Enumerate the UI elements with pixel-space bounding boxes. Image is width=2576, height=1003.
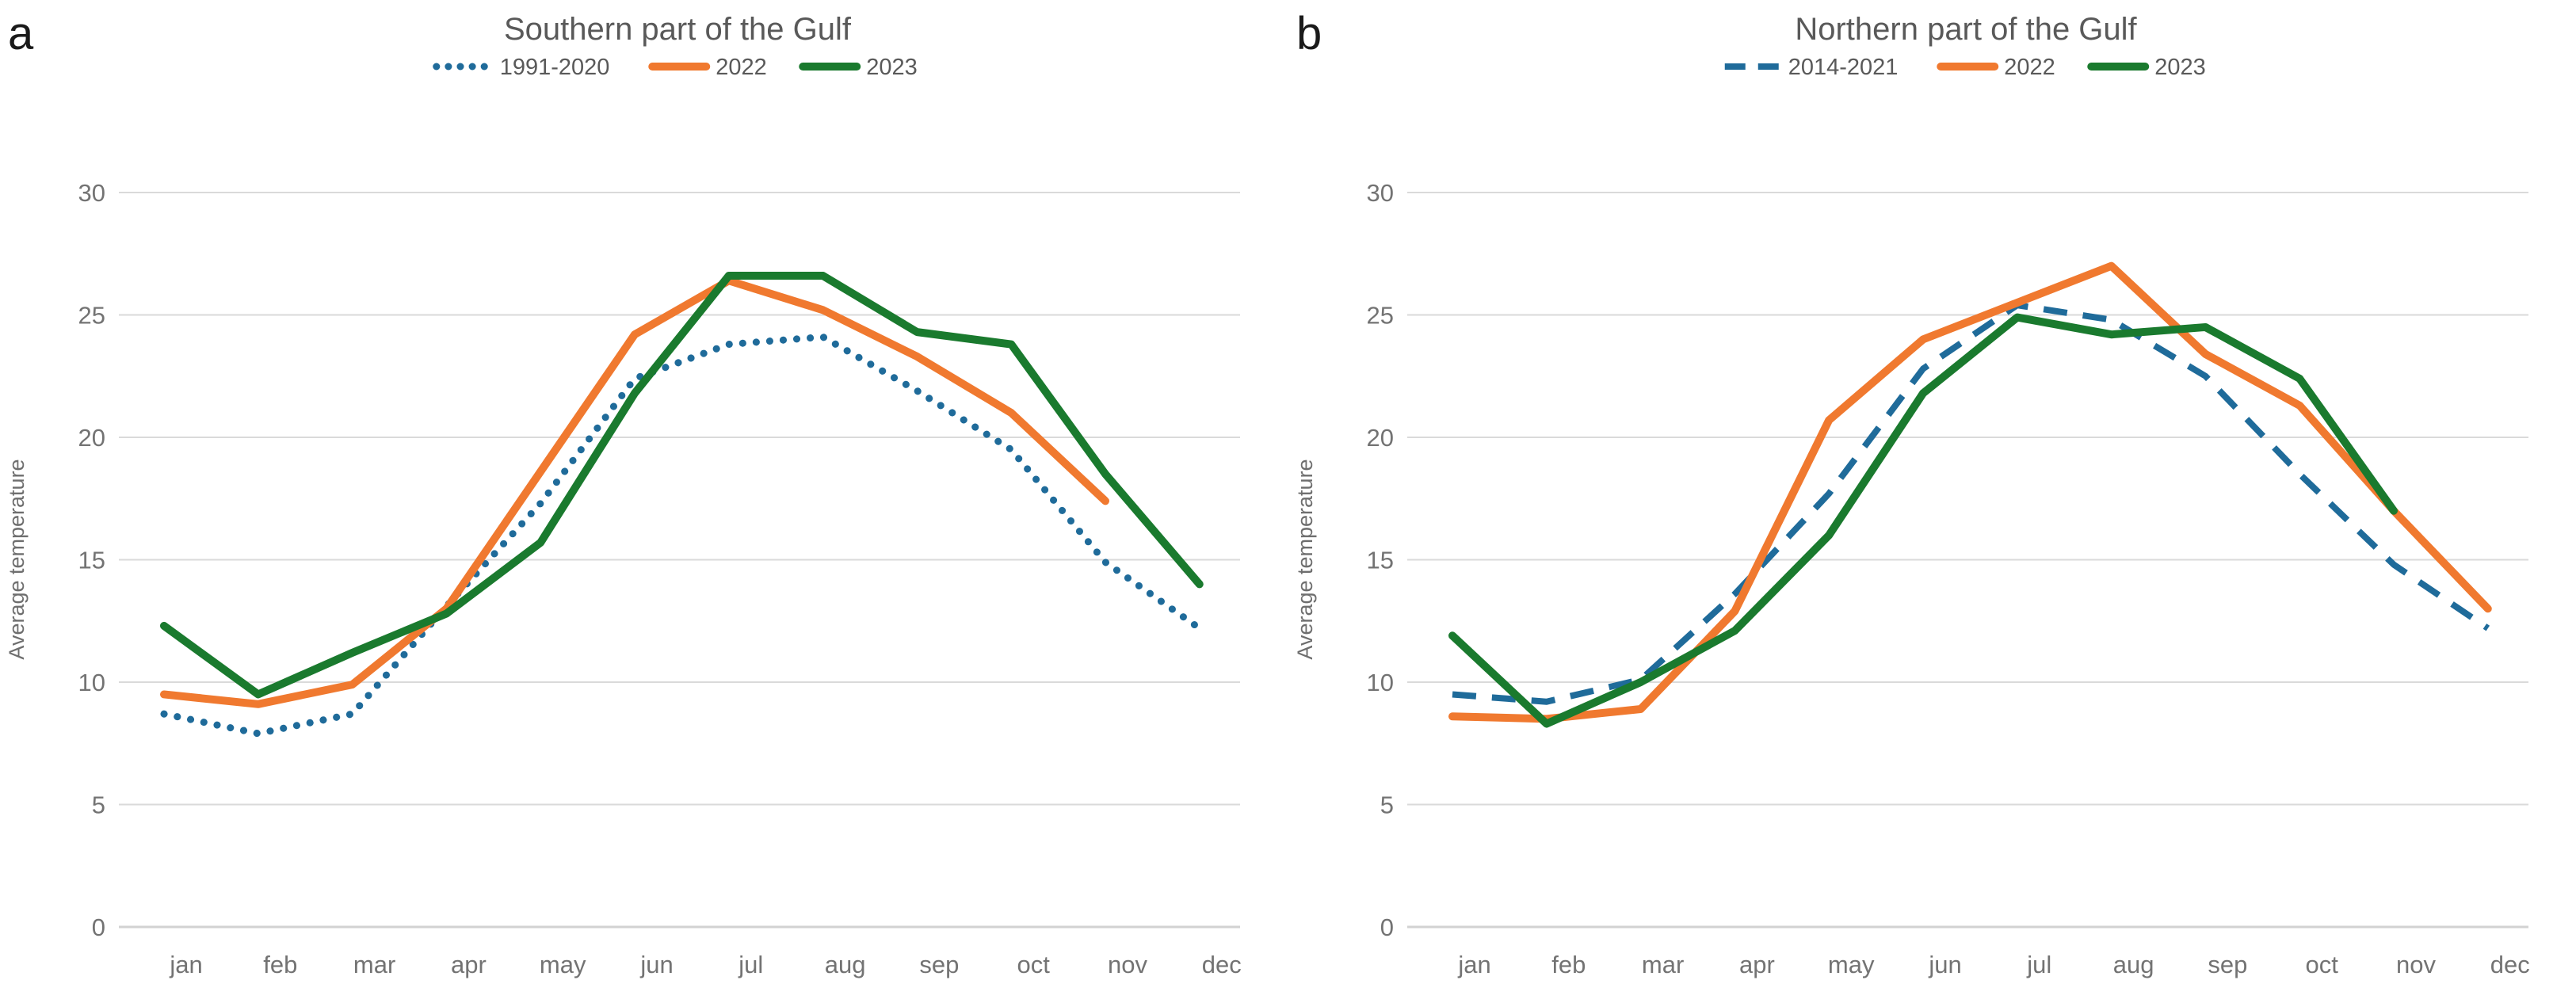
panel-b: b Northern part of the Gulf Average temp… [1288,0,2576,1003]
x-tick-apr: apr [451,951,487,978]
legend-label-2023: 2023 [2154,55,2206,80]
legend-item-2014-2021: 2014-2021 [1724,55,1899,80]
x-tick-aug: aug [2113,951,2154,978]
legend-item-2022: 2022 [1937,55,2055,80]
y-tick-15: 15 [1367,547,1394,574]
chart-a-title: Southern part of the Gulf [504,12,852,47]
chart-b-title: Northern part of the Gulf [1795,12,2137,47]
y-tick-10: 10 [1367,669,1394,696]
y-tick-5: 5 [1380,791,1394,819]
x-tick-sep: sep [919,951,959,978]
x-tick-jun: jun [1928,951,1961,978]
chart-a-y-axis-title: Average temperature [5,459,29,659]
y-tick-20: 20 [1367,424,1394,452]
y-tick-0: 0 [1380,913,1394,941]
chart-b-plot-area: 0 5 10 15 20 25 30 jan feb mar apr may jun jul aug sep o… [1367,179,2530,978]
x-tick-may: may [1828,951,1875,978]
x-tick-oct: oct [1017,951,1051,978]
legend-label-2022: 2022 [2004,55,2055,80]
x-tick-sep: sep [2208,951,2247,978]
x-tick-mar: mar [1642,951,1684,978]
legend-item-1991-2020: 1991-2020 [433,55,610,80]
x-tick-nov: nov [1108,951,1147,978]
panel-a-label: a [8,8,34,59]
x-tick-apr: apr [1739,951,1775,978]
y-tick-20: 20 [78,424,105,452]
y-tick-25: 25 [1367,302,1394,330]
x-tick-feb: feb [263,951,297,978]
x-tick-aug: aug [825,951,866,978]
y-tick-15: 15 [78,547,105,574]
x-tick-dec: dec [2490,951,2530,978]
legend-label-2023: 2023 [866,55,918,80]
series-line-2023 [160,272,1204,699]
x-tick-jan: jan [1457,951,1490,978]
x-tick-oct: oct [2306,951,2339,978]
legend-label-2014-2021: 2014-2021 [1788,55,1899,80]
x-tick-mar: mar [353,951,395,978]
panel-b-label: b [1296,8,1322,59]
x-tick-jul: jul [2026,951,2051,978]
legend-label-1991-2020: 1991-2020 [500,55,610,80]
x-tick-may: may [540,951,586,978]
series-line-2023 [1448,313,2398,728]
x-tick-jan: jan [169,951,202,978]
legend-item-2023: 2023 [2087,55,2206,80]
series-line-2022 [1448,261,2492,723]
x-tick-feb: feb [1551,951,1586,978]
chart-a-legend: 1991-2020 2022 2023 [433,55,918,80]
x-tick-jul: jul [738,951,763,978]
y-tick-5: 5 [92,791,105,819]
chart-a-plot-area: 0 5 10 15 20 25 30 jan feb mar apr may jun jul aug sep o… [78,179,1242,978]
x-tick-dec: dec [1202,951,1242,978]
y-tick-10: 10 [78,669,105,696]
chart-b-canvas: b Northern part of the Gulf Average temp… [1293,8,2530,978]
chart-b-legend: 2014-2021 2022 2023 [1724,55,2206,80]
chart-b-y-axis-title: Average temperature [1293,459,1317,659]
legend-item-2023: 2023 [799,55,918,80]
series-line-2014-2021 [1452,302,2490,705]
chart-a-canvas: a Southern part of the Gulf Average temp… [5,8,1242,978]
y-tick-25: 25 [78,302,105,330]
legend-label-2022: 2022 [716,55,767,80]
y-tick-0: 0 [92,913,105,941]
y-tick-30: 30 [78,179,105,207]
y-tick-30: 30 [1367,179,1394,207]
series-line-1991-2020 [160,333,1204,738]
panel-a: a Southern part of the Gulf Average temp… [5,8,1242,978]
x-tick-jun: jun [639,951,673,978]
x-tick-nov: nov [2396,951,2436,978]
series-line-2022 [160,276,1109,708]
legend-item-2022: 2022 [648,55,767,80]
